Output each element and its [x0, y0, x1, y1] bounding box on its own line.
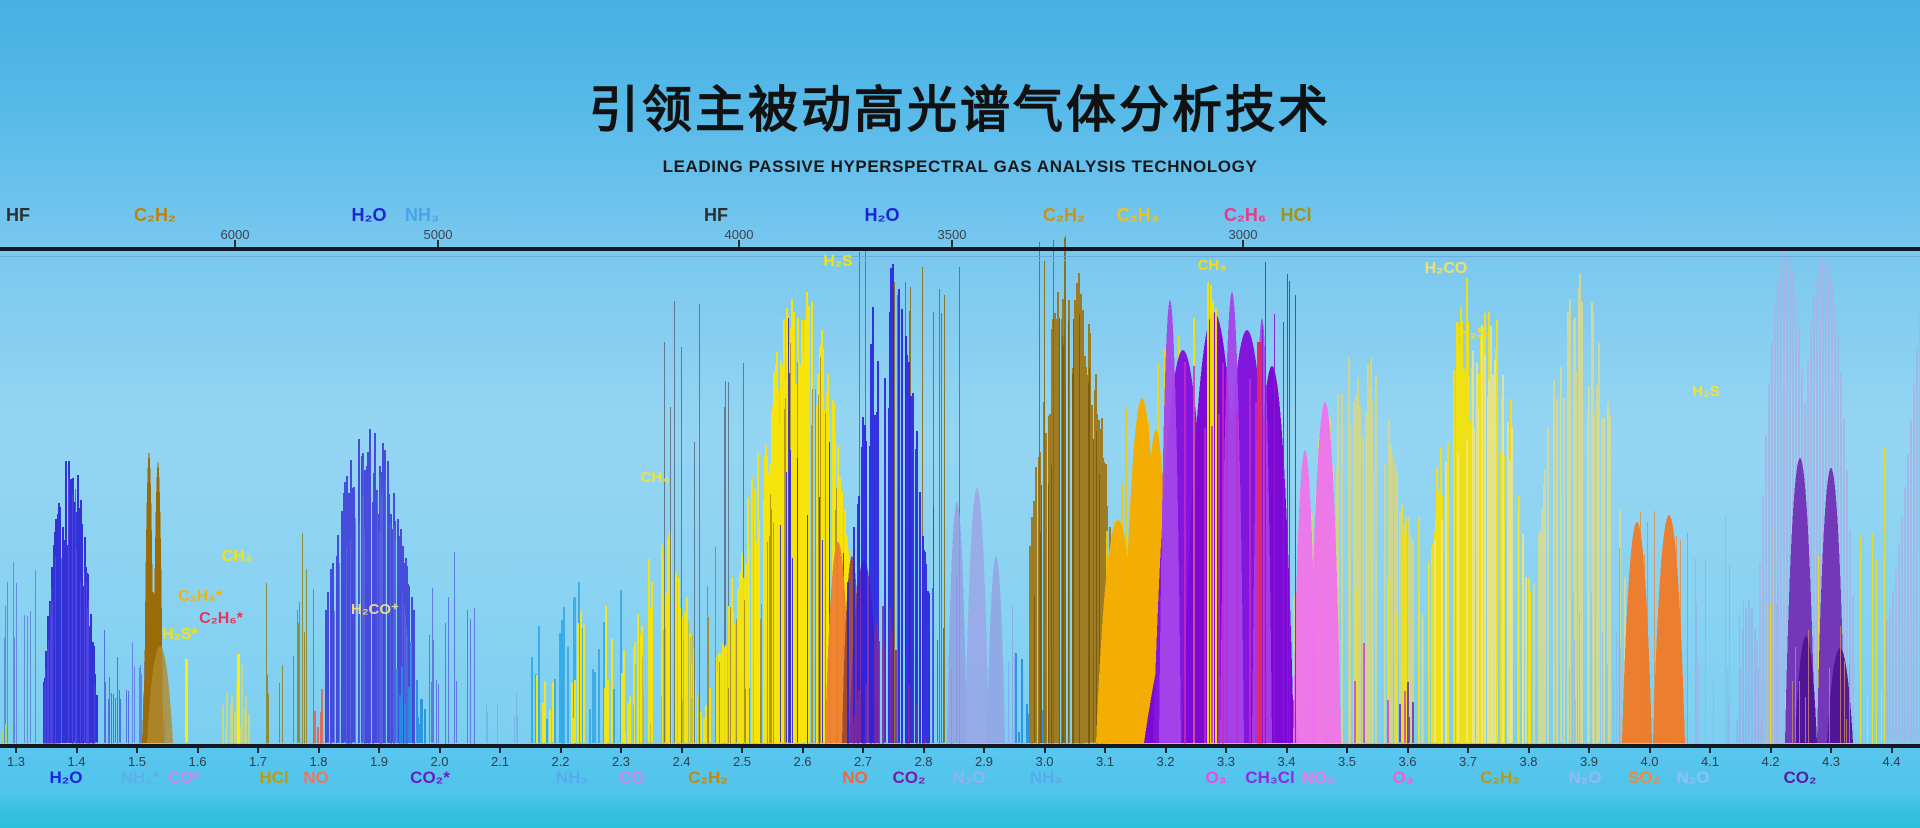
- page-title: 引领主被动高光谱气体分析技术: [589, 82, 1331, 138]
- top-axis-line: [0, 247, 1920, 251]
- spectral-blob: [987, 556, 1005, 743]
- spectral-band: [486, 692, 518, 744]
- spectral-band: [237, 654, 240, 744]
- spectral-band: [1792, 626, 1850, 744]
- spectral-blob: [1795, 636, 1817, 743]
- spectral-band: [1569, 592, 1621, 744]
- spectral-band: [531, 620, 563, 744]
- bottom-axis-line: [0, 744, 1920, 748]
- spectral-band: [1257, 342, 1262, 744]
- spectral-band: [1039, 236, 1066, 744]
- spectral-band: [1262, 262, 1296, 744]
- spectral-band: [222, 664, 250, 744]
- spectral-band: [266, 533, 314, 744]
- spectral-band: [1, 724, 7, 744]
- spectral-blob: [947, 502, 967, 743]
- spectral-band: [314, 689, 323, 744]
- striped-band: [1886, 308, 1920, 744]
- spectral-band: [1399, 682, 1414, 744]
- spectral-band: [1354, 643, 1406, 744]
- spectral-band: [44, 477, 95, 744]
- spectral-band: [396, 642, 426, 744]
- top-axis-subline-1: [0, 256, 1920, 257]
- spectral-band: [851, 606, 926, 744]
- spectral-band: [4, 562, 36, 744]
- spectral-band: [104, 630, 129, 744]
- spectral-blob: [1309, 402, 1341, 743]
- page-subtitle: LEADING PASSIVE HYPERSPECTRAL GAS ANALYS…: [662, 157, 1258, 176]
- spectral-band: [536, 675, 554, 744]
- spectral-band: [1034, 314, 1108, 744]
- spectral-band: [664, 301, 744, 744]
- spectral-band: [571, 606, 625, 744]
- spectral-band: [633, 622, 699, 744]
- spectral-blob: [965, 488, 989, 743]
- spectral-band: [185, 659, 188, 743]
- spectral-band: [1428, 278, 1531, 744]
- spectral-blob: [1159, 300, 1181, 743]
- spectral-blob: [1622, 522, 1652, 743]
- spectral-band: [1434, 325, 1527, 744]
- spectral-blob: [147, 646, 173, 743]
- footer-band: [0, 748, 1920, 828]
- spectral-band: [429, 552, 475, 744]
- spectral-blob: [1653, 515, 1685, 743]
- top-axis-subline-2: [0, 260, 1920, 261]
- spectral-band: [703, 453, 760, 744]
- spectral-band: [847, 264, 930, 744]
- spectral-band: [334, 459, 408, 744]
